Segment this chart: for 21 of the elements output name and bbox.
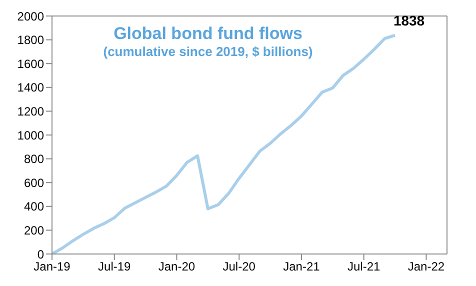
- y-tick-label: 1600: [17, 56, 44, 71]
- y-tick-label: 2000: [17, 9, 44, 24]
- y-tick-label: 200: [24, 223, 44, 238]
- x-tick-label: Jul-20: [222, 260, 256, 274]
- y-tick-label: 1800: [17, 33, 44, 48]
- y-tick-label: 600: [24, 176, 44, 190]
- y-tick-label: 1200: [17, 104, 44, 118]
- x-tick-label: Jul-21: [348, 260, 381, 274]
- y-tick-label: 400: [24, 200, 44, 214]
- x-tick-label: Jul-19: [98, 260, 132, 274]
- y-tick-label: 800: [24, 152, 44, 166]
- y-tick-label: 0: [37, 247, 44, 262]
- y-tick-label: 1000: [17, 128, 44, 142]
- text: (cumulative since 2019, $ billions): [102, 44, 314, 59]
- text: Global bond fund flows: [112, 24, 304, 44]
- x-tick-label: Jan-20: [158, 260, 196, 274]
- y-tick-label: 1400: [17, 80, 44, 95]
- x-tick-label: Jan-19: [34, 260, 71, 274]
- annotation: 1838: [393, 12, 425, 28]
- x-tick-label: Jan-21: [283, 260, 320, 274]
- x-tick-label: Jan-22: [408, 260, 445, 274]
